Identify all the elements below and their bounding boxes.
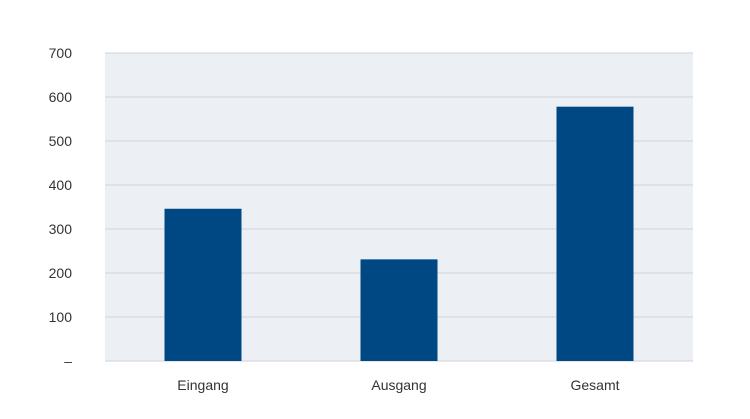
y-tick-label: – — [64, 353, 72, 369]
y-tick-label: 700 — [49, 45, 73, 61]
y-tick-label: 300 — [49, 221, 73, 237]
y-tick-label: 400 — [49, 177, 73, 193]
x-tick-label-gesamt: Gesamt — [570, 377, 619, 393]
bar-eingang — [164, 208, 242, 361]
x-tick-label-eingang: Eingang — [177, 377, 228, 393]
bar-ausgang — [360, 259, 438, 361]
y-tick-label: 500 — [49, 133, 73, 149]
y-tick-label: 200 — [49, 265, 73, 281]
x-tick-label-ausgang: Ausgang — [371, 377, 426, 393]
y-tick-label: 600 — [49, 89, 73, 105]
y-tick-label: 100 — [49, 309, 73, 325]
bar-gesamt — [556, 106, 634, 362]
